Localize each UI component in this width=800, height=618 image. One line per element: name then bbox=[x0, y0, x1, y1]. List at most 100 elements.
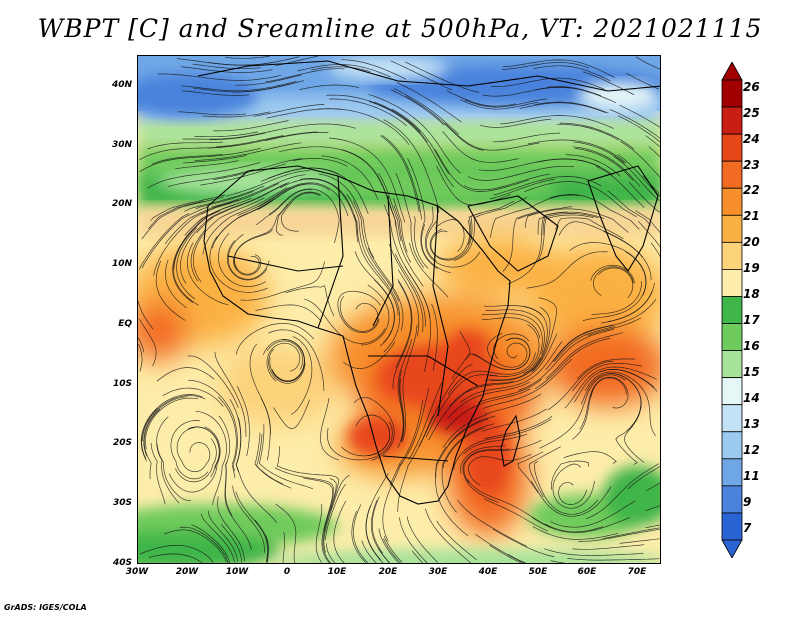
streamline bbox=[446, 90, 516, 107]
streamline bbox=[237, 186, 291, 216]
streamline bbox=[399, 387, 430, 467]
streamline bbox=[534, 460, 599, 515]
colorbar-segment bbox=[721, 241, 743, 270]
streamline bbox=[543, 548, 644, 556]
lon-label-30e: 30E bbox=[428, 567, 448, 577]
streamline bbox=[552, 463, 595, 509]
colorbar-label-9: 9 bbox=[743, 495, 752, 509]
streamline bbox=[468, 453, 532, 486]
streamline bbox=[138, 343, 143, 372]
streamline bbox=[425, 508, 472, 563]
streamline bbox=[502, 62, 590, 70]
streamline bbox=[262, 339, 305, 383]
streamline bbox=[196, 183, 288, 234]
streamline bbox=[383, 535, 403, 563]
streamline bbox=[607, 190, 652, 227]
streamline bbox=[346, 193, 385, 281]
streamline bbox=[368, 101, 454, 188]
streamline bbox=[188, 379, 238, 478]
streamline bbox=[490, 306, 548, 382]
streamline bbox=[299, 84, 359, 90]
streamline bbox=[546, 86, 602, 97]
streamline bbox=[150, 194, 226, 221]
streamline bbox=[650, 242, 660, 258]
streamline bbox=[352, 200, 400, 302]
streamline bbox=[547, 360, 614, 411]
streamline bbox=[555, 217, 624, 240]
streamline bbox=[266, 340, 304, 370]
streamline bbox=[480, 118, 552, 128]
streamline bbox=[405, 95, 484, 151]
streamline bbox=[236, 386, 250, 457]
streamline bbox=[390, 89, 445, 126]
streamline bbox=[582, 251, 647, 321]
streamline bbox=[436, 520, 477, 561]
streamline bbox=[565, 154, 621, 177]
streamline bbox=[291, 336, 313, 415]
streamline bbox=[140, 394, 203, 462]
streamline bbox=[249, 343, 271, 435]
colorbar-segment bbox=[721, 323, 743, 351]
colorbar-segment bbox=[721, 377, 743, 406]
streamline bbox=[365, 473, 389, 561]
streamline bbox=[266, 342, 301, 382]
streamline bbox=[193, 80, 305, 93]
streamline bbox=[145, 397, 198, 450]
streamline bbox=[195, 190, 254, 210]
streamline bbox=[460, 445, 506, 474]
streamline bbox=[321, 155, 379, 200]
streamline bbox=[409, 242, 449, 298]
lat-label-20n: 20N bbox=[111, 199, 132, 209]
streamline bbox=[226, 240, 268, 281]
streamline bbox=[564, 366, 657, 409]
streamline bbox=[487, 332, 528, 368]
streamline bbox=[184, 185, 265, 212]
streamline bbox=[478, 158, 601, 171]
streamline bbox=[447, 352, 536, 395]
streamline bbox=[485, 309, 545, 355]
streamline bbox=[587, 317, 641, 336]
streamline bbox=[482, 408, 547, 432]
streamline bbox=[453, 418, 552, 471]
streamline bbox=[378, 528, 399, 563]
streamline bbox=[595, 165, 645, 208]
streamline bbox=[341, 59, 407, 80]
streamline bbox=[268, 348, 306, 384]
streamline bbox=[534, 101, 609, 114]
streamline bbox=[297, 64, 391, 78]
colorbar-segment bbox=[721, 187, 743, 216]
grads-credit: GrADS: IGES/COLA bbox=[4, 603, 87, 612]
streamline bbox=[254, 432, 292, 489]
streamline bbox=[361, 284, 390, 346]
streamline bbox=[598, 267, 634, 299]
streamline bbox=[492, 528, 555, 558]
streamline bbox=[322, 478, 337, 563]
lat-label-40n: 40N bbox=[111, 80, 132, 90]
streamline bbox=[648, 146, 660, 158]
streamline bbox=[164, 529, 227, 563]
colorbar-label-26: 26 bbox=[743, 80, 760, 94]
streamline bbox=[180, 216, 214, 284]
streamline bbox=[435, 445, 469, 537]
streamline bbox=[557, 123, 619, 141]
streamline bbox=[380, 135, 420, 213]
streamline bbox=[234, 229, 273, 275]
streamline bbox=[390, 60, 453, 91]
streamline bbox=[182, 131, 271, 140]
wbpt-streamline-map bbox=[137, 55, 661, 564]
streamline bbox=[578, 528, 660, 542]
streamline bbox=[207, 131, 318, 149]
streamline bbox=[255, 188, 313, 226]
streamline bbox=[502, 210, 540, 272]
streamline bbox=[393, 198, 408, 253]
streamline bbox=[195, 410, 227, 506]
streamline bbox=[174, 438, 217, 483]
streamline bbox=[224, 461, 252, 550]
streamline bbox=[142, 395, 206, 442]
streamline bbox=[443, 427, 485, 468]
streamline bbox=[462, 448, 510, 504]
streamline bbox=[394, 253, 426, 327]
streamline bbox=[232, 254, 262, 276]
streamline bbox=[328, 137, 406, 223]
streamline bbox=[170, 420, 209, 480]
